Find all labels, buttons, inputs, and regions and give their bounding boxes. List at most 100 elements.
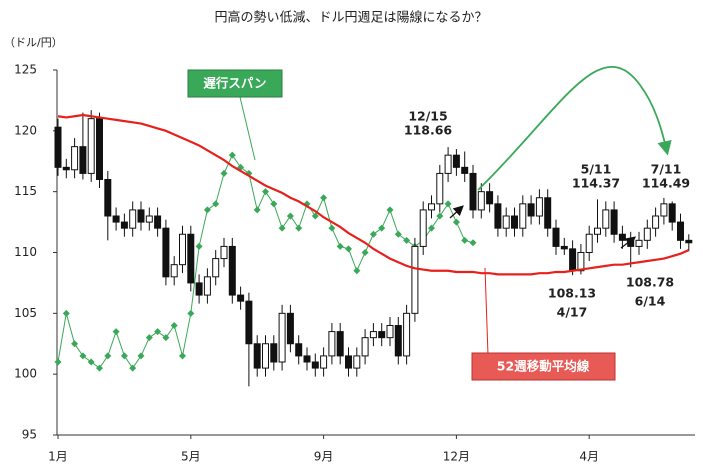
lag-point (87, 358, 95, 366)
candle-body (419, 209, 427, 247)
candle-body (62, 166, 70, 171)
candle-body (519, 203, 527, 229)
candle-body (137, 209, 145, 223)
candle-body (635, 239, 643, 247)
lag-point (129, 364, 137, 372)
annotation: 7/11 (651, 162, 682, 177)
lag-point (270, 200, 278, 208)
candle-body (411, 245, 419, 314)
lag-point (320, 194, 328, 202)
candle-body (577, 252, 585, 272)
lag-point (96, 364, 103, 372)
candle-body (361, 337, 369, 357)
candle-body (386, 325, 394, 339)
candle-body (203, 276, 211, 296)
y-tick-label: 120 (14, 123, 37, 137)
candle-body (145, 215, 153, 223)
candle-body (112, 215, 120, 223)
candle-body (494, 203, 502, 229)
annotation: 4/17 (557, 305, 588, 320)
candle-body (162, 227, 170, 278)
lag-point (187, 309, 195, 317)
candle-body (87, 118, 95, 174)
x-tick-label: 1月 (48, 450, 68, 464)
pointer (239, 96, 256, 161)
series-line (57, 113, 690, 276)
candle-body (544, 197, 552, 229)
candle-body (170, 264, 178, 278)
legend-label: 52週移動平均線 (497, 359, 590, 374)
lag-point (278, 224, 286, 232)
candle-body (79, 146, 87, 174)
candle-body (129, 209, 137, 229)
candle-body (677, 221, 684, 241)
lag-point (212, 200, 220, 208)
x-tick-label: 9月 (314, 450, 334, 464)
candle-body (154, 215, 162, 229)
lag-point (286, 212, 294, 220)
lag-point (170, 322, 178, 329)
lag-point (162, 334, 170, 342)
x-tick-label: 5月 (181, 450, 201, 464)
candle-body (311, 361, 319, 369)
candle-body (535, 197, 543, 217)
arrow (449, 205, 464, 219)
lag-point (195, 242, 203, 250)
legend-label: 遅行スパン (203, 76, 266, 91)
lag-point (62, 309, 70, 317)
lag-point (145, 334, 153, 342)
x-tick-label: 4月 (579, 450, 599, 464)
candle-body (369, 331, 377, 339)
x-tick-label: 12月 (443, 450, 470, 464)
candle-body (428, 203, 435, 211)
candle-body (286, 312, 294, 345)
candle-body (71, 146, 79, 171)
candle-body (444, 154, 452, 174)
candle-body (594, 227, 601, 235)
candle-body (602, 209, 610, 229)
candle-body (668, 203, 676, 223)
lag-point (452, 218, 460, 226)
candle-body (527, 203, 535, 217)
lag-point (137, 352, 145, 360)
candle-body (245, 300, 253, 345)
lag-point (79, 352, 87, 360)
candle-body (585, 233, 593, 253)
annotation: 108.13 (548, 286, 596, 301)
candle-body (345, 355, 352, 369)
lag-point (403, 236, 411, 244)
lag-point (328, 224, 336, 232)
lag-point (361, 249, 369, 256)
candle-body (403, 312, 411, 357)
annotation: 118.66 (404, 123, 453, 138)
chart-title: 円高の勢い低減、ドル円週足は陽線になるか？ (214, 10, 487, 26)
candle-body (502, 215, 510, 229)
lag-point (311, 212, 319, 220)
lag-point (71, 340, 79, 348)
lag-point (428, 224, 435, 232)
legend-box (187, 69, 283, 98)
candle-body (96, 118, 103, 180)
y-tick-label: 115 (14, 184, 37, 198)
candle-body (228, 245, 236, 296)
arrow (620, 236, 637, 249)
candle-body (336, 331, 344, 357)
candle-body (436, 172, 444, 205)
candle-body (394, 325, 402, 357)
candle-body (511, 215, 518, 229)
lag-point (336, 242, 344, 250)
candle-body (212, 258, 220, 278)
candle-body (278, 312, 286, 363)
candle-body (262, 343, 269, 369)
annotation: 108.78 (626, 275, 674, 290)
candle-body (320, 355, 328, 369)
annotation: 6/14 (635, 294, 666, 309)
lag-point (444, 200, 452, 208)
annotation: 12/15 (408, 109, 447, 124)
lag-point (220, 169, 228, 177)
lag-point (378, 224, 386, 232)
y-unit: （ドル/円） (4, 36, 63, 49)
y-tick-label: 125 (14, 63, 37, 77)
lag-point (436, 212, 444, 220)
